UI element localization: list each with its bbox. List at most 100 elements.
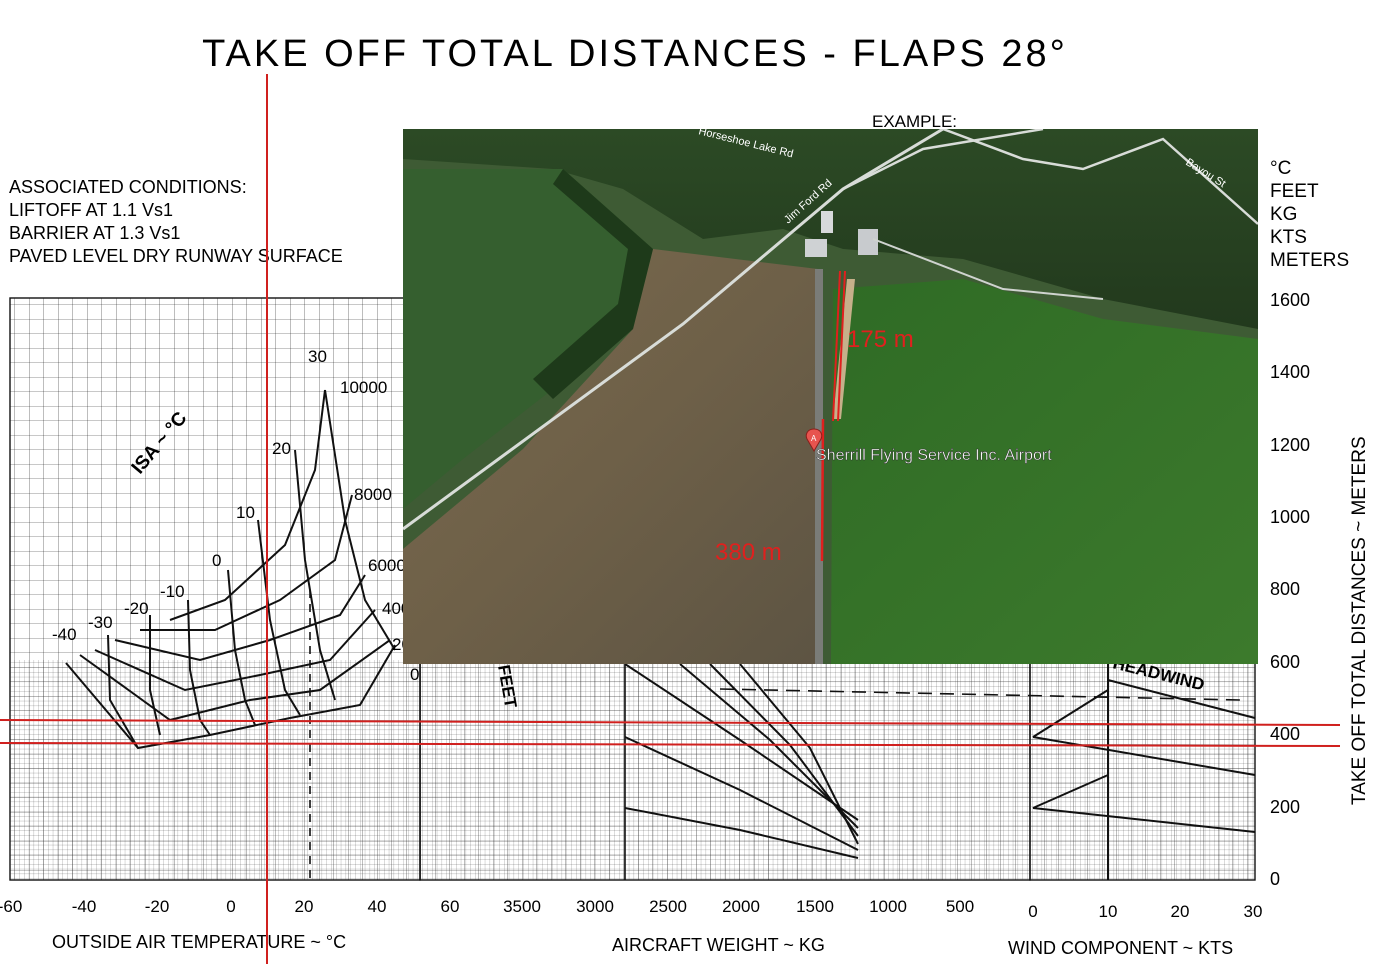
curve-alt-10000 bbox=[169, 389, 326, 621]
weight-curve bbox=[624, 663, 859, 821]
map-taxiway-strip bbox=[833, 279, 855, 419]
y-tick-label: 400 bbox=[1270, 724, 1300, 744]
isa-value: -30 bbox=[88, 613, 113, 632]
map-road-east bbox=[872, 238, 1104, 300]
runway-measure-line bbox=[837, 270, 846, 422]
curve-isa-30 bbox=[324, 389, 396, 651]
curve-alt-6000 bbox=[114, 574, 366, 662]
associated-conditions: ASSOCIATED CONDITIONS: LIFTOFF AT 1.1 Vs… bbox=[9, 177, 343, 266]
weight-curve bbox=[739, 663, 859, 845]
curve-alt-0 bbox=[65, 644, 396, 750]
y-tick-label: 0 bbox=[1270, 869, 1280, 889]
x-tick-label: 1000 bbox=[869, 897, 907, 916]
x-tick-label: 2500 bbox=[649, 897, 687, 916]
isa-values: -40 -30 -20 -10 0 10 20 30 bbox=[52, 347, 327, 644]
wind-curve bbox=[1032, 689, 1109, 738]
x-tick-label: 3000 bbox=[576, 897, 614, 916]
y-tick-label: 1600 bbox=[1270, 290, 1310, 310]
y-tick-label: 1000 bbox=[1270, 507, 1310, 527]
weight-curve bbox=[624, 807, 859, 859]
reference-lines bbox=[0, 74, 1341, 964]
map-road-jim-ford bbox=[842, 129, 1044, 191]
place-label[interactable]: Sherrill Flying Service Inc. Airport bbox=[816, 447, 1053, 464]
map-field-right bbox=[831, 279, 1258, 664]
runway-measure-line bbox=[832, 270, 841, 422]
x-axis-oat: -60 -40 -20 0 20 40 bbox=[0, 897, 386, 916]
x-tick-label: -60 bbox=[0, 897, 22, 916]
reference-line-horizontal bbox=[0, 719, 1341, 726]
isa-value: -20 bbox=[124, 599, 149, 618]
x-tick-label: 3500 bbox=[503, 897, 541, 916]
x-tick-label: 10 bbox=[1099, 902, 1118, 921]
curve-alt-4000 bbox=[94, 609, 376, 692]
map-tree-belt bbox=[533, 169, 653, 399]
y-tick-label: 800 bbox=[1270, 579, 1300, 599]
curve-isa-neg10 bbox=[187, 599, 211, 736]
altitude-label: 8000 bbox=[354, 485, 392, 504]
x-axis-weight: 60 3500 3000 2500 2000 1500 1000 500 bbox=[441, 897, 975, 916]
isa-value: 10 bbox=[236, 503, 255, 522]
map-road-bayou bbox=[942, 129, 1258, 225]
weight-curve bbox=[679, 663, 859, 829]
isa-value: -40 bbox=[52, 625, 77, 644]
x-tick-label: 20 bbox=[295, 897, 314, 916]
curve-isa-neg30 bbox=[107, 634, 139, 749]
map-runway bbox=[815, 269, 823, 664]
altitude-curves bbox=[65, 389, 396, 750]
svg-text:A: A bbox=[811, 434, 817, 443]
x-tick-label: 0 bbox=[226, 897, 235, 916]
y-axis: 0 200 400 600 800 1000 1200 1400 1600 bbox=[1270, 290, 1310, 889]
y-tick-label: 1400 bbox=[1270, 362, 1310, 382]
conditions-line: BARRIER AT 1.3 Vs1 bbox=[9, 223, 180, 243]
unit-label: KTS bbox=[1270, 227, 1307, 248]
wind-curve bbox=[1032, 736, 1256, 776]
curve-isa-20 bbox=[294, 449, 336, 701]
isa-value: 0 bbox=[212, 551, 221, 570]
curve-isa-10 bbox=[257, 519, 301, 716]
y-tick-label: 200 bbox=[1270, 797, 1300, 817]
map-road-horseshoe-lake bbox=[403, 129, 944, 531]
isa-value: 20 bbox=[272, 439, 291, 458]
y-tick-label: 600 bbox=[1270, 652, 1300, 672]
wind-curve bbox=[1107, 679, 1256, 719]
weight-curve bbox=[624, 736, 859, 851]
x-tick-label: 20 bbox=[1171, 902, 1190, 921]
wind-curve bbox=[1032, 807, 1256, 833]
curve-alt-8000 bbox=[140, 494, 353, 631]
map-field-left bbox=[403, 249, 818, 664]
unit-label: FEET bbox=[1270, 181, 1319, 202]
x-tick-label: -20 bbox=[145, 897, 170, 916]
y-tick-label: 1200 bbox=[1270, 435, 1310, 455]
map-pin-icon[interactable]: A bbox=[805, 428, 823, 452]
wind-curves bbox=[1032, 664, 1256, 880]
isa-value: 30 bbox=[308, 347, 327, 366]
example-label: EXAMPLE: bbox=[872, 112, 957, 131]
altitude-label: 6000 bbox=[368, 556, 406, 575]
isa-value: -10 bbox=[160, 582, 185, 601]
grid-panel-oat-fine bbox=[10, 660, 420, 880]
unit-label: KG bbox=[1270, 204, 1297, 225]
x-tick-label: 30 bbox=[1244, 902, 1263, 921]
grid-panel-weight-fine bbox=[420, 660, 1030, 880]
map-hangar bbox=[858, 229, 878, 255]
x-axis-title-weight: AIRCRAFT WEIGHT ~ KG bbox=[612, 935, 825, 955]
runway-annotation: 380 m bbox=[715, 539, 782, 566]
x-tick-label: 2000 bbox=[722, 897, 760, 916]
x-axis-title-oat: OUTSIDE AIR TEMPERATURE ~ °C bbox=[52, 932, 346, 952]
unit-label: METERS bbox=[1270, 250, 1349, 271]
altitude-label: 0 bbox=[410, 665, 419, 684]
units-legend: °C FEET KG KTS METERS bbox=[1270, 158, 1349, 271]
x-tick-label: 0 bbox=[1028, 902, 1037, 921]
satellite-map-overlay: Horseshoe Lake Rd Jim Ford Rd Bayou St 1… bbox=[403, 129, 1258, 664]
x-axis-title-wind: WIND COMPONENT ~ KTS bbox=[1008, 938, 1233, 958]
map-hangar bbox=[821, 211, 833, 233]
conditions-line: PAVED LEVEL DRY RUNWAY SURFACE bbox=[9, 246, 343, 266]
x-tick-label: -40 bbox=[72, 897, 97, 916]
reference-line-horizontal bbox=[0, 742, 1341, 747]
runway-measure-line bbox=[820, 418, 825, 562]
unit-label: °C bbox=[1270, 158, 1291, 179]
x-tick-label: 40 bbox=[368, 897, 387, 916]
conditions-line: ASSOCIATED CONDITIONS: bbox=[9, 177, 247, 197]
map-forest-left bbox=[403, 169, 653, 509]
